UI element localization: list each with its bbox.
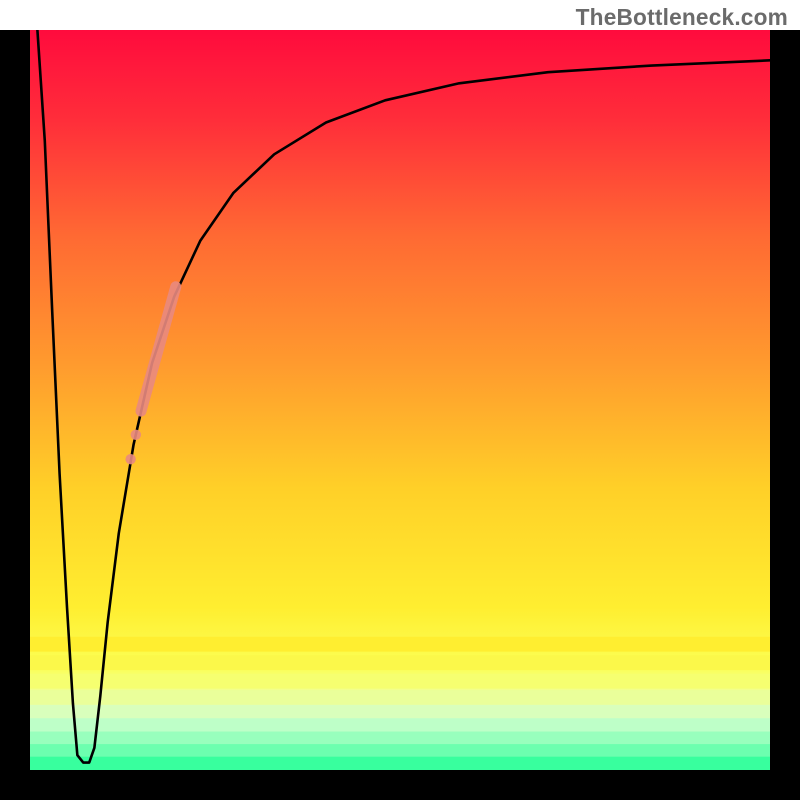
highlight-dot [131, 430, 141, 440]
highlight-dot [125, 454, 135, 464]
chart-container: TheBottleneck.com [0, 0, 800, 800]
watermark-text: TheBottleneck.com [576, 4, 788, 31]
bottleneck-chart [0, 0, 800, 800]
